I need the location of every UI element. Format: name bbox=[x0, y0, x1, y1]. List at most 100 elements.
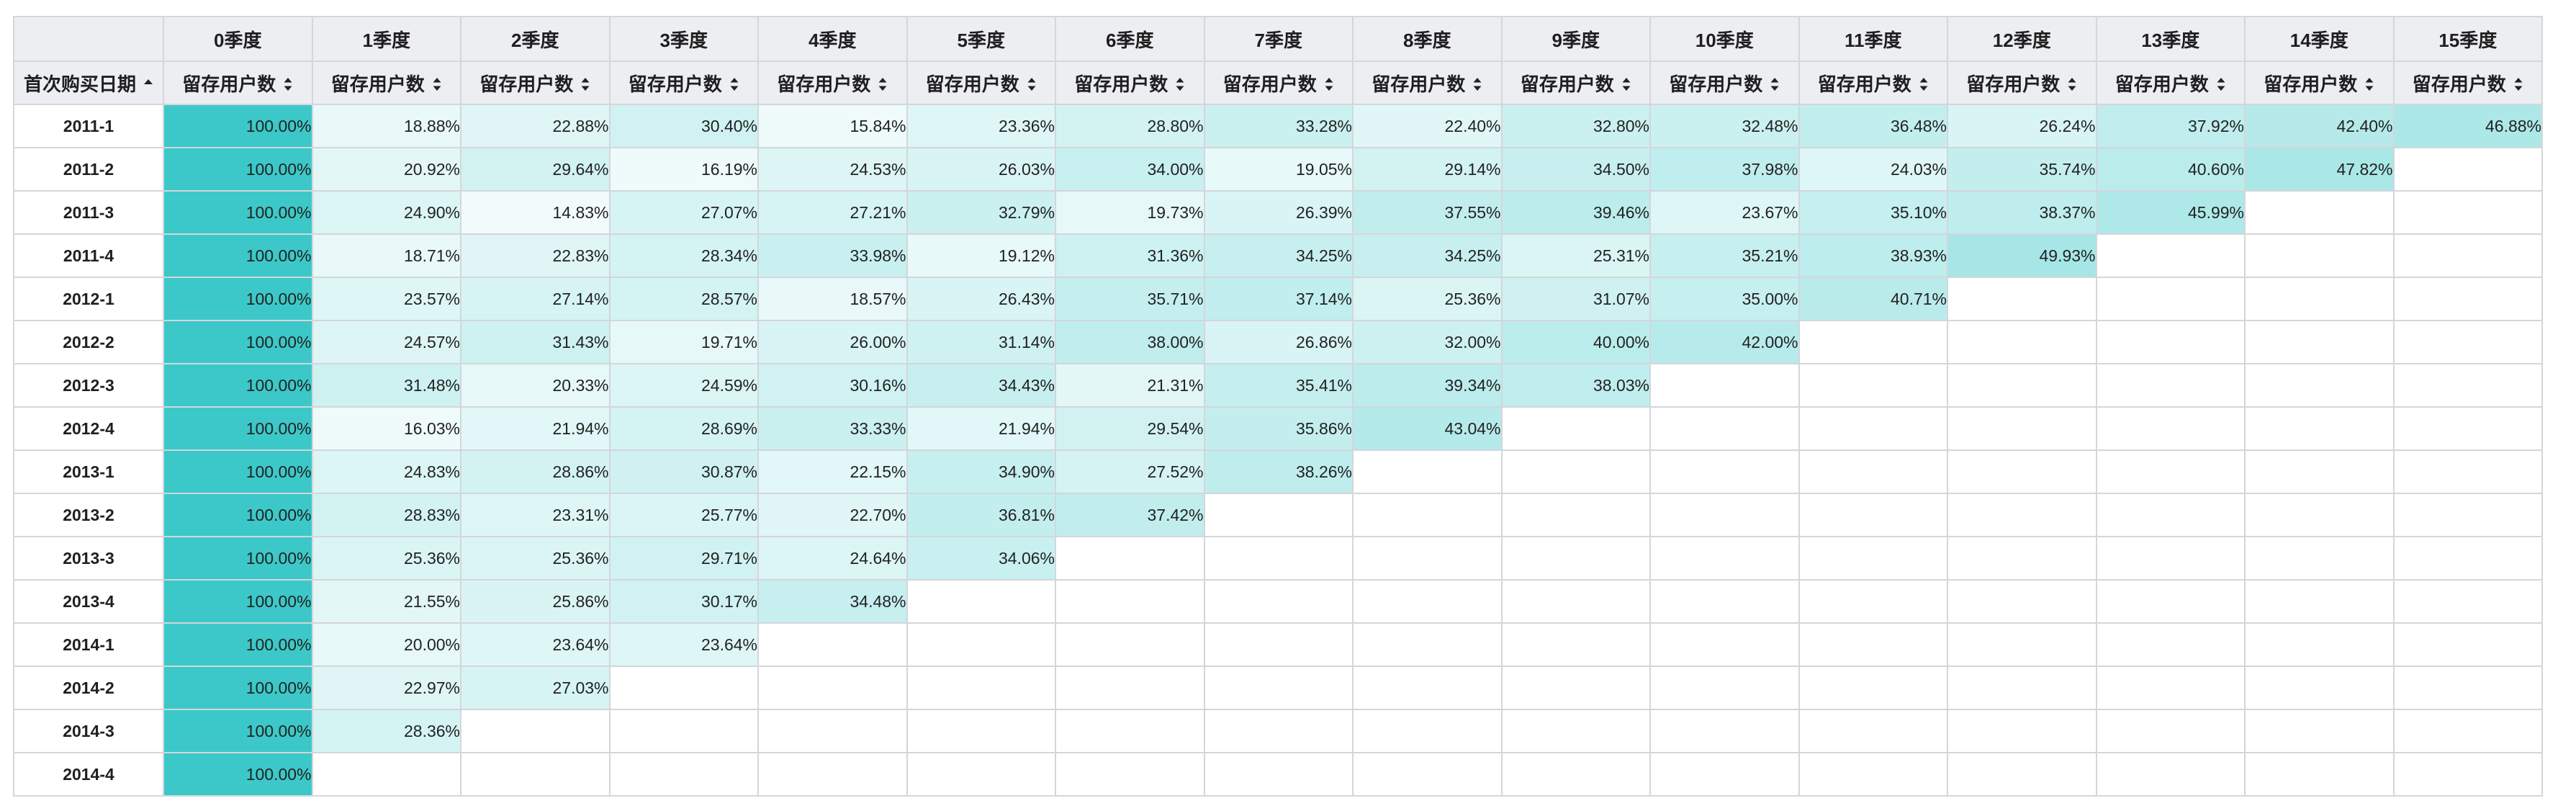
quarter-header: 0季度 bbox=[163, 16, 313, 62]
empty-cell bbox=[757, 752, 908, 797]
empty-cell bbox=[757, 622, 908, 667]
retention-table-container: 0季度 1季度 2季度 3季度 4季度 5季度 6季度 7季度 8季度 9季度 10季度 11季度 12… bbox=[13, 16, 2543, 797]
sort-both-icon[interactable] bbox=[1472, 76, 1482, 92]
column-header-retained-users[interactable]: 留存用户数 bbox=[2392, 61, 2543, 105]
column-header-retained-users[interactable]: 留存用户数 bbox=[757, 61, 908, 105]
row-header-first-purchase-date[interactable]: 首次购买日期 bbox=[13, 61, 164, 105]
row-label-first-purchase-quarter: 2013-1 bbox=[13, 449, 164, 494]
empty-cell bbox=[1500, 493, 1651, 537]
empty-cell bbox=[1798, 449, 1948, 494]
column-header-label: 留存用户数 bbox=[330, 73, 425, 95]
retention-cell: 33.28% bbox=[1203, 104, 1354, 148]
sort-both-icon[interactable] bbox=[878, 76, 888, 92]
retention-cell: 27.52% bbox=[1055, 449, 1205, 494]
sort-both-icon[interactable] bbox=[2067, 76, 2077, 92]
column-header-retained-users[interactable]: 留存用户数 bbox=[311, 61, 461, 105]
empty-cell bbox=[1649, 493, 1800, 537]
retention-cell: 49.93% bbox=[1947, 233, 2097, 278]
column-header-retained-users[interactable]: 留存用户数 bbox=[1500, 61, 1651, 105]
column-header-retained-users[interactable]: 留存用户数 bbox=[460, 61, 611, 105]
retention-cell: 23.36% bbox=[906, 104, 1056, 148]
empty-cell bbox=[1947, 363, 2097, 408]
sort-both-icon[interactable] bbox=[1621, 76, 1631, 92]
column-header-retained-users[interactable]: 留存用户数 bbox=[1352, 61, 1503, 105]
column-header-label: 留存用户数 bbox=[1966, 73, 2061, 95]
sort-both-icon[interactable] bbox=[1770, 76, 1780, 92]
column-header-retained-users[interactable]: 留存用户数 bbox=[163, 61, 313, 105]
empty-cell bbox=[1203, 622, 1354, 667]
retention-cell: 25.77% bbox=[608, 493, 759, 537]
retention-cell: 28.80% bbox=[1055, 104, 1205, 148]
retention-cell: 26.03% bbox=[906, 147, 1056, 192]
column-header-retained-users[interactable]: 留存用户数 bbox=[1649, 61, 1800, 105]
empty-cell bbox=[1649, 622, 1800, 667]
column-header-retained-users[interactable]: 留存用户数 bbox=[906, 61, 1056, 105]
row-label-first-purchase-quarter: 2011-2 bbox=[13, 147, 164, 192]
sort-both-icon[interactable] bbox=[2513, 76, 2523, 92]
retention-cell: 100.00% bbox=[163, 622, 313, 667]
column-header-retained-users[interactable]: 留存用户数 bbox=[2244, 61, 2395, 105]
retention-cell: 39.46% bbox=[1500, 190, 1651, 235]
sort-both-icon[interactable] bbox=[432, 76, 442, 92]
retention-cell: 28.34% bbox=[608, 233, 759, 278]
empty-cell bbox=[1352, 666, 1503, 710]
retention-cell: 22.15% bbox=[757, 449, 908, 494]
sort-both-icon[interactable] bbox=[2216, 76, 2226, 92]
column-header-retained-users[interactable]: 留存用户数 bbox=[2095, 61, 2246, 105]
sort-both-icon[interactable] bbox=[1027, 76, 1037, 92]
retention-cell: 25.86% bbox=[460, 579, 611, 624]
retention-cell: 37.14% bbox=[1203, 277, 1354, 321]
retention-cell: 100.00% bbox=[163, 190, 313, 235]
table-row: 2012-4 100.00% 16.03% 21.94% 28.69% 33.33% 21.… bbox=[13, 406, 2543, 451]
quarter-header: 8季度 bbox=[1352, 16, 1503, 62]
sort-both-icon[interactable] bbox=[1175, 76, 1185, 92]
retention-cell: 100.00% bbox=[163, 233, 313, 278]
retention-cell: 21.94% bbox=[460, 406, 611, 451]
empty-cell bbox=[1500, 666, 1651, 710]
sort-both-icon[interactable] bbox=[283, 76, 293, 92]
empty-cell bbox=[1649, 709, 1800, 753]
column-header-label: 留存用户数 bbox=[2264, 73, 2358, 95]
retention-cell: 100.00% bbox=[163, 709, 313, 753]
empty-cell bbox=[2392, 493, 2543, 537]
column-header-label: 留存用户数 bbox=[628, 73, 722, 95]
retention-cell: 35.41% bbox=[1203, 363, 1354, 408]
column-header-label: 留存用户数 bbox=[2412, 73, 2506, 95]
column-header-retained-users[interactable]: 留存用户数 bbox=[608, 61, 759, 105]
row-label-first-purchase-quarter: 2013-2 bbox=[13, 493, 164, 537]
retention-cell: 30.17% bbox=[608, 579, 759, 624]
table-row: 2013-1 100.00% 24.83% 28.86% 30.87% 22.15% 34.… bbox=[13, 449, 2543, 494]
empty-cell bbox=[1352, 709, 1503, 753]
table-row: 2014-4 100.00% bbox=[13, 752, 2543, 797]
sort-both-icon[interactable] bbox=[2364, 76, 2374, 92]
retention-cell: 26.39% bbox=[1203, 190, 1354, 235]
row-label-first-purchase-quarter: 2012-1 bbox=[13, 277, 164, 321]
empty-cell bbox=[1947, 622, 2097, 667]
empty-cell bbox=[2244, 536, 2395, 581]
sort-ascending-icon[interactable] bbox=[143, 76, 153, 92]
retention-cell: 24.64% bbox=[757, 536, 908, 581]
empty-cell bbox=[1649, 536, 1800, 581]
row-label-first-purchase-quarter: 2012-3 bbox=[13, 363, 164, 408]
sort-both-icon[interactable] bbox=[1919, 76, 1929, 92]
retention-cell: 21.55% bbox=[311, 579, 461, 624]
retention-cell: 32.80% bbox=[1500, 104, 1651, 148]
empty-cell bbox=[2244, 666, 2395, 710]
sort-both-icon[interactable] bbox=[729, 76, 739, 92]
column-header-retained-users[interactable]: 留存用户数 bbox=[1947, 61, 2097, 105]
retention-cell: 19.73% bbox=[1055, 190, 1205, 235]
column-header-retained-users[interactable]: 留存用户数 bbox=[1203, 61, 1354, 105]
column-header-retained-users[interactable]: 留存用户数 bbox=[1055, 61, 1205, 105]
row-label-first-purchase-quarter: 2011-1 bbox=[13, 104, 164, 148]
retention-cell: 24.03% bbox=[1798, 147, 1948, 192]
empty-cell bbox=[1203, 536, 1354, 581]
retention-cell: 19.05% bbox=[1203, 147, 1354, 192]
quarter-header: 12季度 bbox=[1947, 16, 2097, 62]
sort-both-icon[interactable] bbox=[1324, 76, 1334, 92]
sort-both-icon[interactable] bbox=[580, 76, 590, 92]
column-header-retained-users[interactable]: 留存用户数 bbox=[1798, 61, 1948, 105]
empty-cell bbox=[1947, 666, 2097, 710]
retention-cell: 28.57% bbox=[608, 277, 759, 321]
column-header-label: 留存用户数 bbox=[2115, 73, 2209, 95]
empty-cell bbox=[2095, 320, 2246, 364]
